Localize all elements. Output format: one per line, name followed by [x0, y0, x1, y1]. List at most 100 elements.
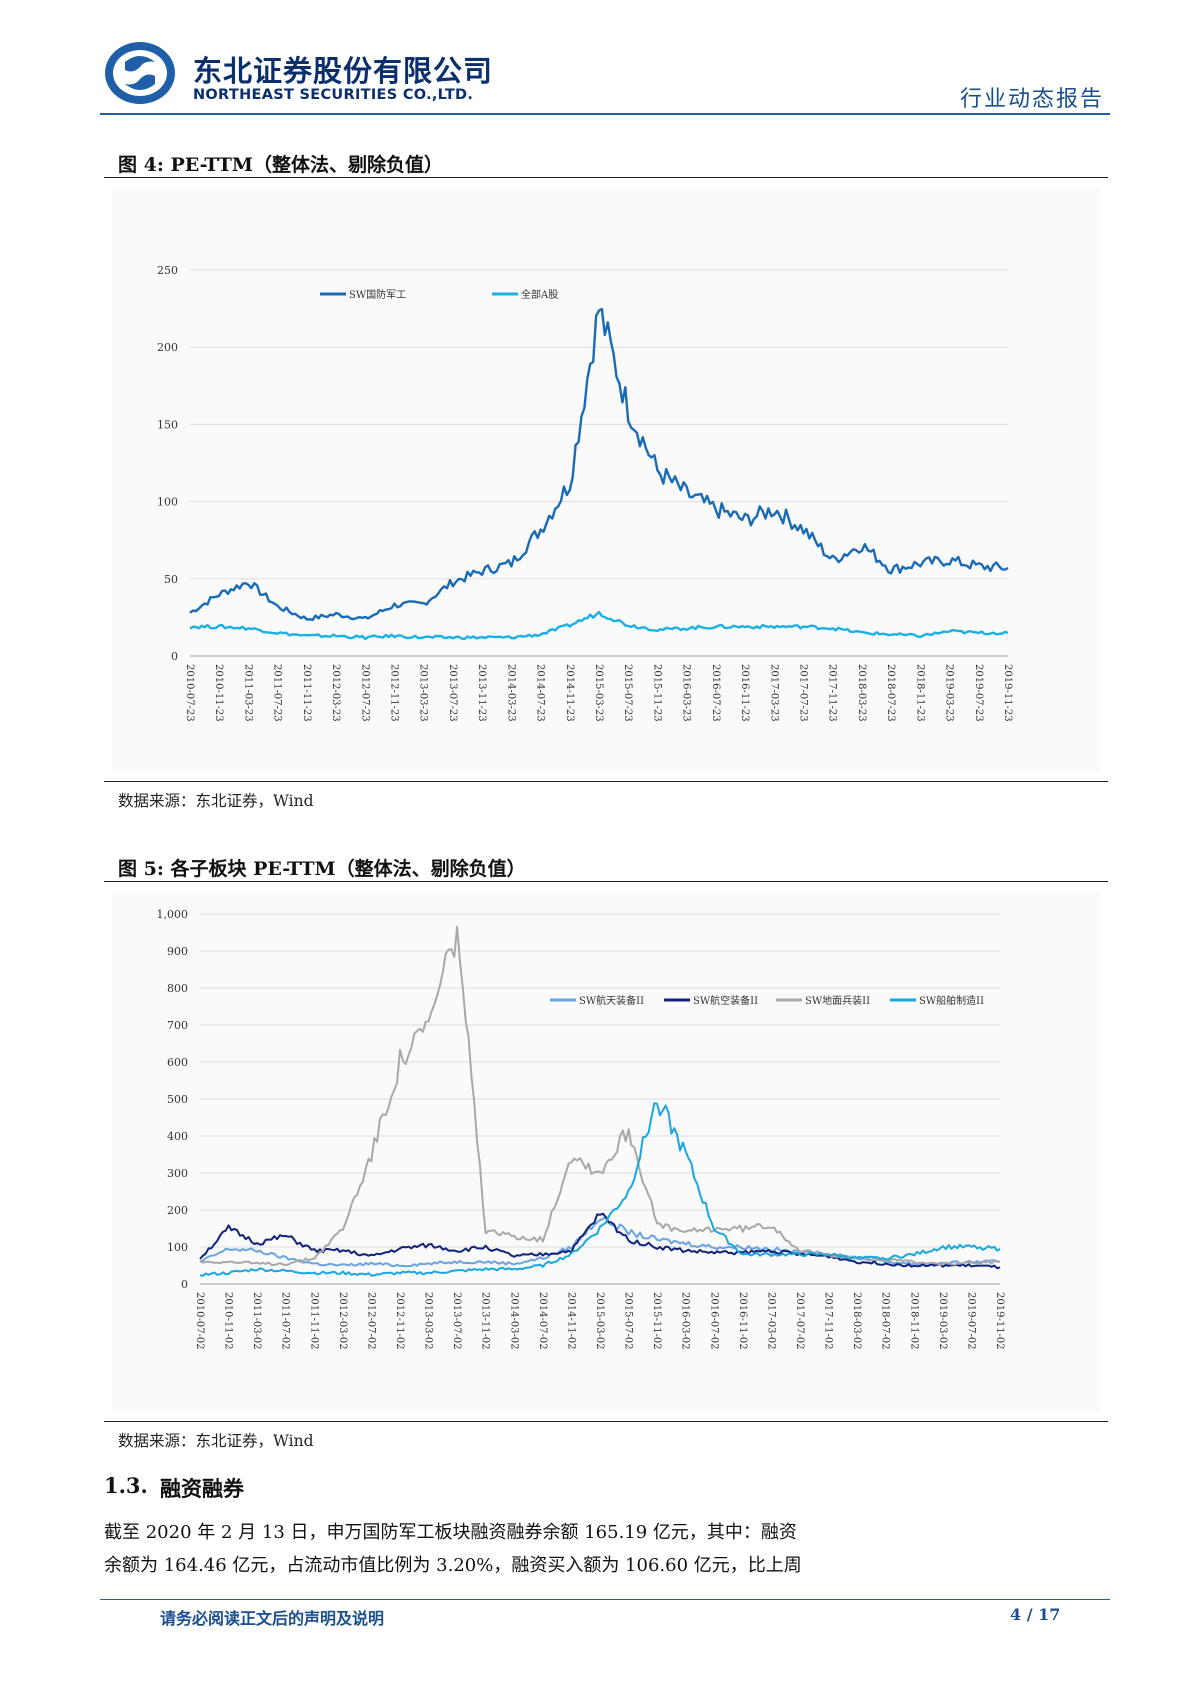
page-number: 4 / 17: [1010, 1605, 1061, 1624]
x-tick-label: 2012-03-23: [330, 664, 341, 722]
x-tick-label: 2014-03-02: [508, 1292, 519, 1350]
x-tick-label: 2013-03-02: [423, 1292, 434, 1350]
legend-label: SW地面兵装II: [805, 994, 870, 1007]
figure4-source: 数据来源：东北证券，Wind: [118, 792, 314, 810]
x-tick-label: 2018-11-02: [908, 1292, 919, 1350]
x-tick-label: 2016-11-02: [737, 1292, 748, 1350]
x-tick-label: 2011-03-02: [251, 1292, 262, 1350]
legend-label: 全部A股: [521, 288, 558, 301]
y-tick-label: 300: [167, 1167, 188, 1180]
x-tick-label: 2014-07-02: [537, 1292, 548, 1350]
x-tick-label: 2016-03-23: [681, 664, 692, 722]
paragraph-line-1: 截至 2020 年 2 月 13 日，申万国防军工板块融资融券余额 165.19…: [104, 1522, 797, 1543]
x-tick-label: 2011-07-02: [280, 1292, 291, 1350]
x-tick-label: 2013-11-02: [480, 1292, 491, 1350]
x-tick-label: 2019-11-02: [994, 1292, 1005, 1350]
y-tick-label: 500: [167, 1093, 188, 1106]
figure4-title: 图 4: PE-TTM（整体法、剔除负值）: [118, 154, 443, 176]
x-tick-label: 2017-07-02: [794, 1292, 805, 1350]
x-tick-label: 2012-07-02: [365, 1292, 376, 1350]
x-tick-label: 2016-11-23: [739, 664, 750, 722]
legend-label: SW船舶制造II: [919, 994, 984, 1007]
section-number: 1.3.: [104, 1473, 148, 1498]
y-tick-label: 800: [167, 982, 188, 995]
x-tick-label: 2011-03-23: [242, 664, 253, 722]
figure5-chart: 0 100 200 300 400 500 600 700 800 900 1,000 2010-07…: [112, 892, 1100, 1412]
y-tick-label: 250: [157, 264, 178, 277]
y-tick-label: 400: [167, 1130, 188, 1143]
x-tick-label: 2014-11-02: [565, 1292, 576, 1350]
series-line-3: [199, 925, 1001, 1266]
company-logo: [103, 40, 177, 106]
x-tick-label: 2018-07-23: [885, 664, 896, 722]
x-tick-label: 2010-11-23: [213, 664, 224, 722]
x-tick-label: 2013-11-23: [476, 664, 487, 722]
x-tick-label: 2014-07-23: [535, 664, 546, 722]
x-tick-label: 2016-07-23: [710, 664, 721, 722]
x-tick-label: 2011-07-23: [272, 664, 283, 722]
y-tick-label: 0: [171, 650, 178, 663]
x-tick-label: 2019-07-23: [973, 664, 984, 722]
chart-plot-background: [112, 188, 1100, 772]
legend-label: SW国防军工: [349, 288, 406, 301]
x-tick-label: 2018-03-02: [851, 1292, 862, 1350]
y-tick-label: 600: [167, 1056, 188, 1069]
y-tick-label: 1,000: [157, 908, 189, 921]
series-line-2: [199, 1212, 1001, 1270]
x-tick-label: 2010-11-02: [223, 1292, 234, 1350]
x-tick-label: 2015-11-02: [651, 1292, 662, 1350]
company-logo-emblem: [105, 42, 175, 104]
x-tick-label: 2010-07-23: [184, 664, 195, 722]
y-tick-label: 100: [157, 496, 178, 509]
x-tick-label: 2017-11-02: [823, 1292, 834, 1350]
x-tick-label: 2015-03-23: [593, 664, 604, 722]
x-tick-label: 2012-11-02: [394, 1292, 405, 1350]
series-line-1: [189, 307, 1009, 622]
company-name-en: NORTHEAST SECURITIES CO.,LTD.: [193, 87, 474, 103]
y-tick-label: 200: [157, 341, 178, 354]
x-tick-label: 2012-07-23: [359, 664, 370, 722]
paragraph-line-2: 余额为 164.46 亿元，占流动市值比例为 3.20%，融资买入额为 106.…: [104, 1555, 802, 1576]
header-rule: [100, 113, 1110, 115]
figure5-title: 图 5: 各子板块 PE-TTM（整体法、剔除负值）: [118, 858, 526, 880]
x-tick-label: 2016-03-02: [680, 1292, 691, 1350]
figure5-bottom-rule: [104, 1421, 1108, 1422]
footer-rule: [100, 1599, 1110, 1600]
figure4-top-rule: [104, 177, 1108, 178]
x-tick-label: 2019-03-23: [944, 664, 955, 722]
x-tick-label: 2018-07-02: [880, 1292, 891, 1350]
x-tick-label: 2013-07-23: [447, 664, 458, 722]
figure5-source: 数据来源：东北证券，Wind: [118, 1432, 314, 1450]
footer-disclaimer: 请务必阅读正文后的声明及说明: [160, 1609, 385, 1628]
x-tick-label: 2011-11-02: [308, 1292, 319, 1350]
x-tick-label: 2018-11-23: [914, 664, 925, 722]
x-tick-label: 2017-03-02: [765, 1292, 776, 1350]
company-name-cn: 东北证券股份有限公司: [193, 54, 494, 88]
series-line-2: [189, 610, 1009, 641]
x-tick-label: 2015-03-02: [594, 1292, 605, 1350]
y-tick-label: 200: [167, 1204, 188, 1217]
x-tick-label: 2013-03-23: [418, 664, 429, 722]
x-tick-label: 2017-07-23: [798, 664, 809, 722]
x-tick-label: 2019-11-23: [1002, 664, 1013, 722]
figure4-bottom-rule: [104, 781, 1108, 782]
y-tick-label: 700: [167, 1019, 188, 1032]
series-line-4: [199, 1102, 1001, 1277]
x-tick-label: 2012-11-23: [389, 664, 400, 722]
report-type: 行业动态报告: [960, 87, 1105, 112]
x-tick-label: 2019-03-02: [937, 1292, 948, 1350]
x-tick-label: 2018-03-23: [856, 664, 867, 722]
x-tick-label: 2011-11-23: [301, 664, 312, 722]
section-title: 融资融券: [160, 1476, 244, 1501]
x-tick-label: 2017-11-23: [827, 664, 838, 722]
legend-label: SW航天装备II: [579, 994, 644, 1007]
x-tick-label: 2010-07-02: [194, 1292, 205, 1350]
x-tick-label: 2014-11-23: [564, 664, 575, 722]
y-tick-label: 150: [157, 418, 178, 431]
x-tick-label: 2014-03-23: [505, 664, 516, 722]
x-tick-label: 2015-07-02: [623, 1292, 634, 1350]
x-tick-label: 2012-03-02: [337, 1292, 348, 1350]
y-tick-label: 50: [164, 573, 178, 586]
y-tick-label: 900: [167, 945, 188, 958]
x-tick-label: 2015-11-23: [651, 664, 662, 722]
